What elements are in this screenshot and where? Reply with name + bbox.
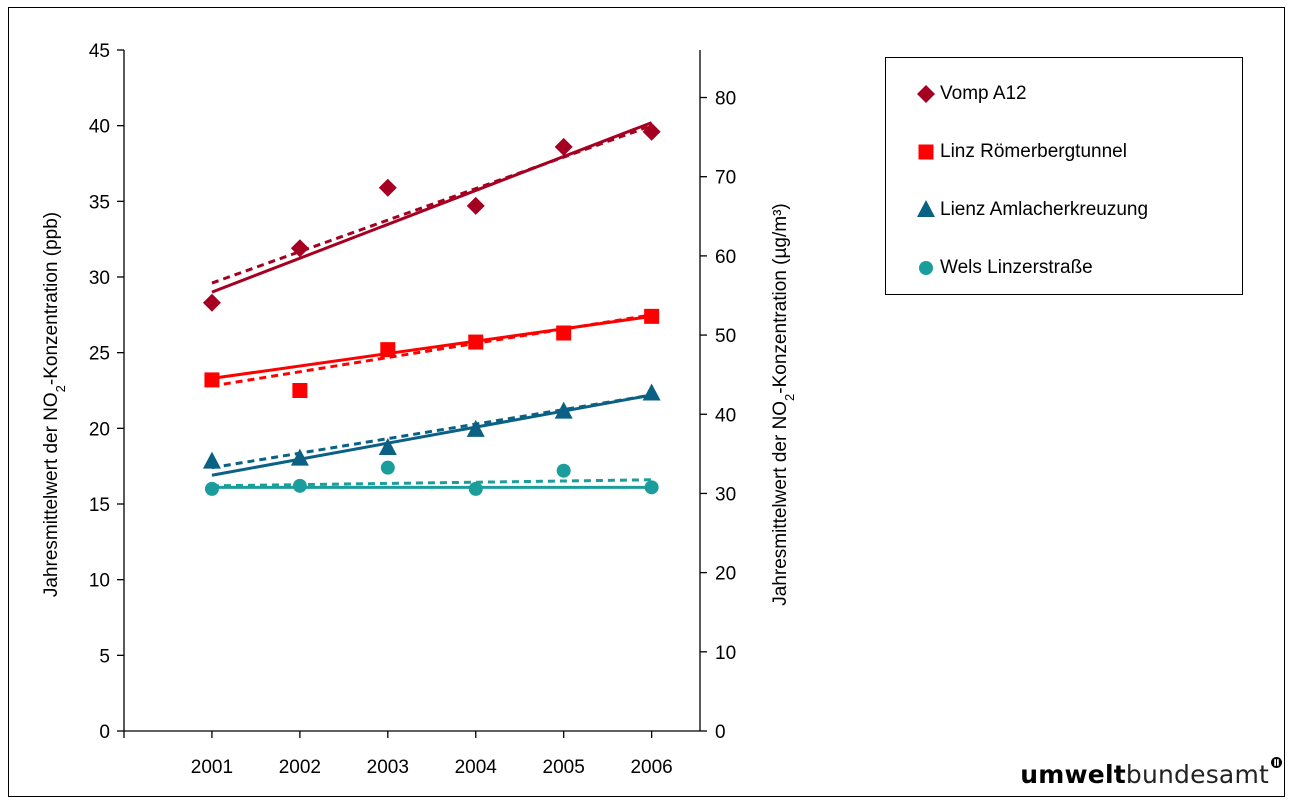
x-tick-label: 2002 <box>279 757 321 778</box>
data-point-lienz-amlacherkreuzung <box>554 401 573 419</box>
logo-bold-text: umwelt <box>1020 760 1126 789</box>
left-tick-label: 10 <box>89 571 110 592</box>
chart-frame <box>8 7 1285 797</box>
right-axis-title: Jahresmittelwert der NO2-Konzentration (… <box>770 203 797 606</box>
data-point-wels-linzerstra-e <box>292 478 307 493</box>
right-tick-label: 50 <box>715 326 736 347</box>
trend-solid-vomp-a12 <box>211 121 653 294</box>
left-tick-label: 40 <box>89 117 110 138</box>
data-point-vomp-a12 <box>290 239 309 258</box>
left-axis-title: Jahresmittelwert der NO2-Konzentration (… <box>41 212 68 597</box>
left-tick-label: 15 <box>89 495 110 516</box>
logo-mark-icon <box>1271 757 1282 768</box>
trend-solid-linz-r-merbergtunnel <box>211 314 652 380</box>
data-point-linz-r-merbergtunnel <box>204 372 220 388</box>
right-tick-label: 0 <box>715 722 726 743</box>
legend-item-lienz-amlacherkreuzung: Lienz Amlacherkreuzung <box>916 196 1148 224</box>
right-tick-label: 10 <box>715 643 736 664</box>
legend-marker-shape <box>919 261 933 275</box>
trend-dotted-lienz-amlacherkreuzung <box>211 393 652 470</box>
data-point-lienz-amlacherkreuzung <box>378 438 397 456</box>
legend-item-linz-r-merbergtunnel: Linz Römerbergtunnel <box>916 138 1127 166</box>
legend-marker-wels-linzerstra-e <box>919 261 933 275</box>
data-point-linz-r-merbergtunnel <box>380 342 396 358</box>
x-tick-label: 2004 <box>455 757 498 778</box>
legend-marker-lienz-amlacherkreuzung <box>917 200 935 217</box>
right-tick-label: 80 <box>715 89 736 110</box>
legend-marker-vomp-a12 <box>917 85 935 103</box>
trend-dotted-linz-r-merbergtunnel <box>211 313 652 388</box>
data-point-wels-linzerstra-e <box>556 463 571 478</box>
x-tick-label: 2006 <box>630 757 672 778</box>
legend-item-vomp-a12: Vomp A12 <box>916 80 1027 108</box>
legend-marker-shape <box>918 144 934 160</box>
data-point-vomp-a12 <box>378 178 397 197</box>
left-tick-label: 35 <box>89 192 110 213</box>
data-point-vomp-a12 <box>466 196 485 215</box>
data-point-linz-r-merbergtunnel <box>468 334 484 350</box>
legend-label: Vomp A12 <box>940 83 1027 104</box>
right-tick-label: 70 <box>715 168 736 189</box>
data-point-vomp-a12 <box>554 137 573 156</box>
trend-dotted-wels-linzerstra-e <box>211 478 652 488</box>
right-tick-label: 40 <box>715 405 736 426</box>
data-point-wels-linzerstra-e <box>468 481 483 496</box>
legend-marker-shape <box>917 200 935 217</box>
right-tick-label: 20 <box>715 564 736 585</box>
data-point-vomp-a12 <box>642 122 661 141</box>
logo-light-text: bundesamt <box>1125 760 1269 789</box>
left-tick-label: 25 <box>89 344 110 365</box>
legend-label: Lienz Amlacherkreuzung <box>940 199 1149 220</box>
left-tick-label: 30 <box>89 268 110 289</box>
data-point-lienz-amlacherkreuzung <box>290 448 309 466</box>
data-point-vomp-a12 <box>202 293 221 312</box>
data-point-lienz-amlacherkreuzung <box>466 419 485 437</box>
left-tick-label: 45 <box>89 41 110 62</box>
data-point-linz-r-merbergtunnel <box>556 325 572 341</box>
data-point-wels-linzerstra-e <box>380 460 395 475</box>
left-tick-label: 0 <box>99 722 110 743</box>
x-tick-label: 2005 <box>543 757 585 778</box>
left-tick-label: 5 <box>99 646 110 667</box>
right-tick-label: 60 <box>715 247 736 268</box>
legend-marker-shape <box>917 85 935 103</box>
data-point-wels-linzerstra-e <box>204 481 219 496</box>
legend: Vomp A12 Linz Römerbergtunnel Lienz Amlach… <box>885 57 1243 295</box>
data-point-wels-linzerstra-e <box>644 480 659 495</box>
x-tick-label: 2001 <box>191 757 233 778</box>
right-tick-label: 30 <box>715 484 736 505</box>
legend-label: Linz Römerbergtunnel <box>940 141 1127 162</box>
data-point-linz-r-merbergtunnel <box>644 308 660 324</box>
x-tick-label: 2003 <box>367 757 409 778</box>
data-point-linz-r-merbergtunnel <box>292 383 308 398</box>
trend-solid-lienz-amlacherkreuzung <box>211 393 652 477</box>
left-tick-label: 20 <box>89 419 110 440</box>
data-point-lienz-amlacherkreuzung <box>642 383 661 401</box>
legend-marker-linz-r-merbergtunnel <box>918 144 934 160</box>
umweltbundesamt-logo: umweltbundesamt <box>1020 757 1282 789</box>
legend-item-wels-linzerstra-e: Wels Linzerstraße <box>916 254 1093 282</box>
legend-label: Wels Linzerstraße <box>940 257 1093 278</box>
data-point-lienz-amlacherkreuzung <box>202 451 221 469</box>
